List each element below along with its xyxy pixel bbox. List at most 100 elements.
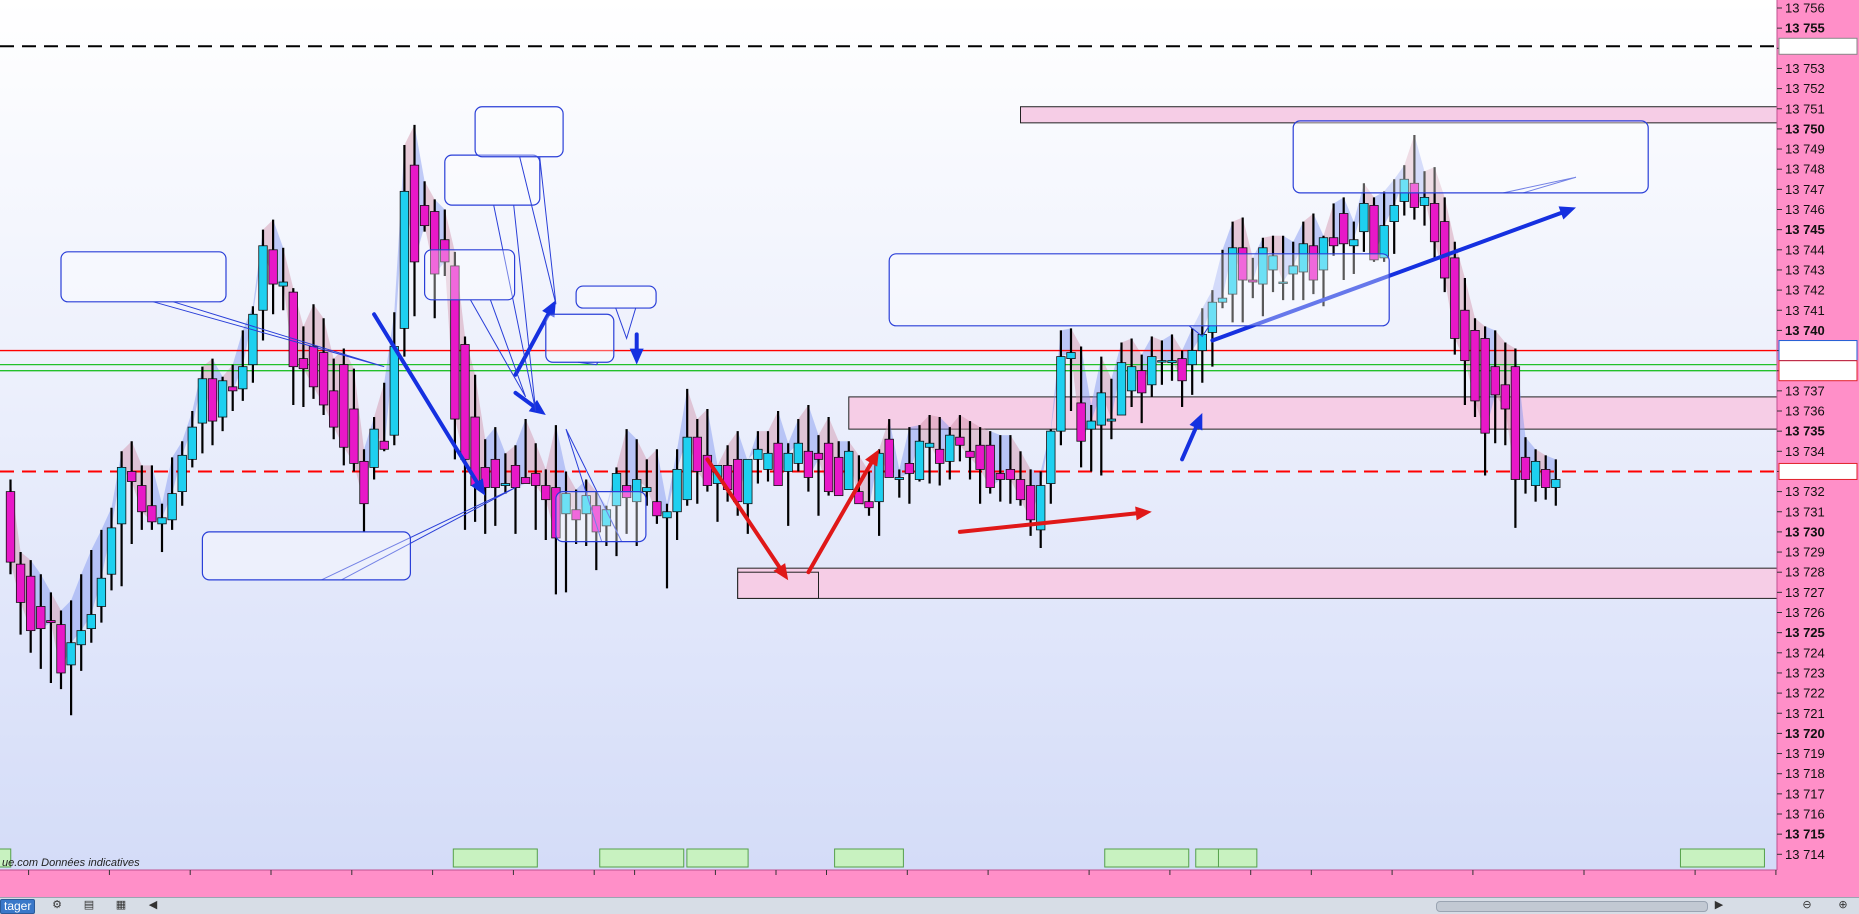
candle (5, 479, 16, 575)
candle-body (611, 473, 622, 507)
candle-body (642, 487, 652, 493)
y-tick-label: 13 741 (1785, 303, 1825, 318)
candle (1440, 197, 1450, 293)
candle-body (359, 460, 369, 505)
note-738-5-out[interactable] (545, 313, 615, 366)
trend-shade (1353, 183, 1364, 240)
candle-body (510, 465, 521, 488)
candle (409, 124, 420, 317)
arrow-shaft (513, 390, 535, 408)
callout-pointer (1503, 176, 1577, 194)
candle-body (935, 448, 945, 464)
note-737-69-in[interactable] (444, 154, 541, 412)
candle-body (1349, 239, 1359, 247)
callout-box (1292, 120, 1649, 194)
order-tag[interactable] (0, 848, 12, 868)
trend-shade (747, 431, 758, 462)
price-axis[interactable] (1777, 0, 1859, 897)
note-741-67-out[interactable] (474, 106, 564, 305)
candle-body (1248, 279, 1258, 283)
order-tag[interactable] (686, 848, 749, 868)
candle-body (1217, 297, 1228, 303)
scroll-right-icon[interactable]: ▶ (1714, 899, 1724, 911)
candle (985, 431, 995, 494)
order-tag[interactable] (599, 848, 685, 868)
candle-body (1268, 255, 1278, 271)
callout-pointer (493, 204, 537, 412)
order-tag-box (0, 848, 12, 868)
candle-body (854, 491, 864, 505)
order-tag[interactable] (1217, 848, 1258, 868)
candle-body (763, 452, 773, 470)
candle (500, 453, 511, 494)
trend-shade (1394, 165, 1405, 206)
settings-icon[interactable]: ⚙ (52, 899, 62, 911)
candle-body (137, 485, 147, 513)
note-entree-vente[interactable] (60, 251, 385, 368)
note-736-69-in[interactable] (424, 249, 527, 398)
zoom-out-icon[interactable]: ⊖ (1802, 899, 1812, 911)
candle-body (298, 358, 309, 370)
candle (56, 610, 66, 690)
trend-shade (646, 449, 657, 516)
candle-body (1429, 203, 1440, 243)
trend-shade (616, 429, 627, 498)
candle-body (823, 442, 834, 492)
candle-body (1187, 350, 1197, 366)
y-tick-label: 13 725 (1785, 625, 1825, 640)
note-sortie-mr1j[interactable] (201, 487, 516, 581)
candle-body (389, 346, 399, 436)
y-tick-label: 13 740 (1785, 323, 1825, 338)
candle-body (945, 434, 955, 462)
note-739-43[interactable] (575, 285, 657, 341)
order-tag[interactable] (1104, 848, 1190, 868)
zoom-in-icon[interactable]: ⊕ (1838, 899, 1848, 911)
note-belle-sortie[interactable] (1292, 120, 1649, 194)
trend-shade (1050, 330, 1061, 432)
candle-body (167, 493, 177, 521)
candle (1187, 328, 1197, 395)
palette-icon[interactable]: ▦ (115, 899, 127, 911)
candle-body (985, 444, 995, 488)
candle (1076, 346, 1086, 468)
order-tag[interactable] (834, 848, 904, 868)
note-entree-position[interactable] (888, 253, 1390, 338)
arrow-shaft (806, 461, 874, 575)
candle (1470, 318, 1480, 418)
share-button[interactable]: tager (0, 899, 36, 914)
arrow-head (865, 449, 880, 467)
candle (339, 348, 349, 466)
candle (137, 465, 147, 530)
order-tag[interactable] (1195, 848, 1220, 868)
candle (1490, 330, 1500, 444)
candle-body (682, 436, 692, 501)
list-icon[interactable]: ▤ (83, 899, 95, 911)
candle (541, 469, 551, 540)
candle-body (1076, 402, 1086, 442)
candle-body (177, 454, 187, 492)
order-tag-box (1217, 848, 1258, 868)
callout-box (575, 285, 657, 309)
scroll-left-icon[interactable]: ◀ (148, 899, 158, 911)
note-734-83-out[interactable] (555, 428, 647, 543)
candle (1096, 356, 1106, 476)
time-axis[interactable] (0, 870, 1777, 897)
candle (1520, 437, 1531, 494)
candle-body (1490, 366, 1500, 396)
trend-shade (1202, 290, 1213, 335)
order-tag[interactable] (1679, 848, 1765, 868)
candle (379, 382, 389, 452)
candle (1419, 171, 1430, 226)
trend-shade (1121, 338, 1132, 367)
trade-arrow (1210, 206, 1576, 343)
candle (268, 219, 278, 315)
trend-shade (1111, 342, 1122, 420)
trend-shade (566, 471, 577, 520)
order-tag[interactable] (452, 848, 538, 868)
arrow-shaft (957, 511, 1138, 534)
arrow-head (1189, 413, 1203, 431)
horizontal-scrollbar[interactable] (1436, 901, 1708, 912)
data-source-note: ue.com Données indicatives (2, 857, 140, 869)
